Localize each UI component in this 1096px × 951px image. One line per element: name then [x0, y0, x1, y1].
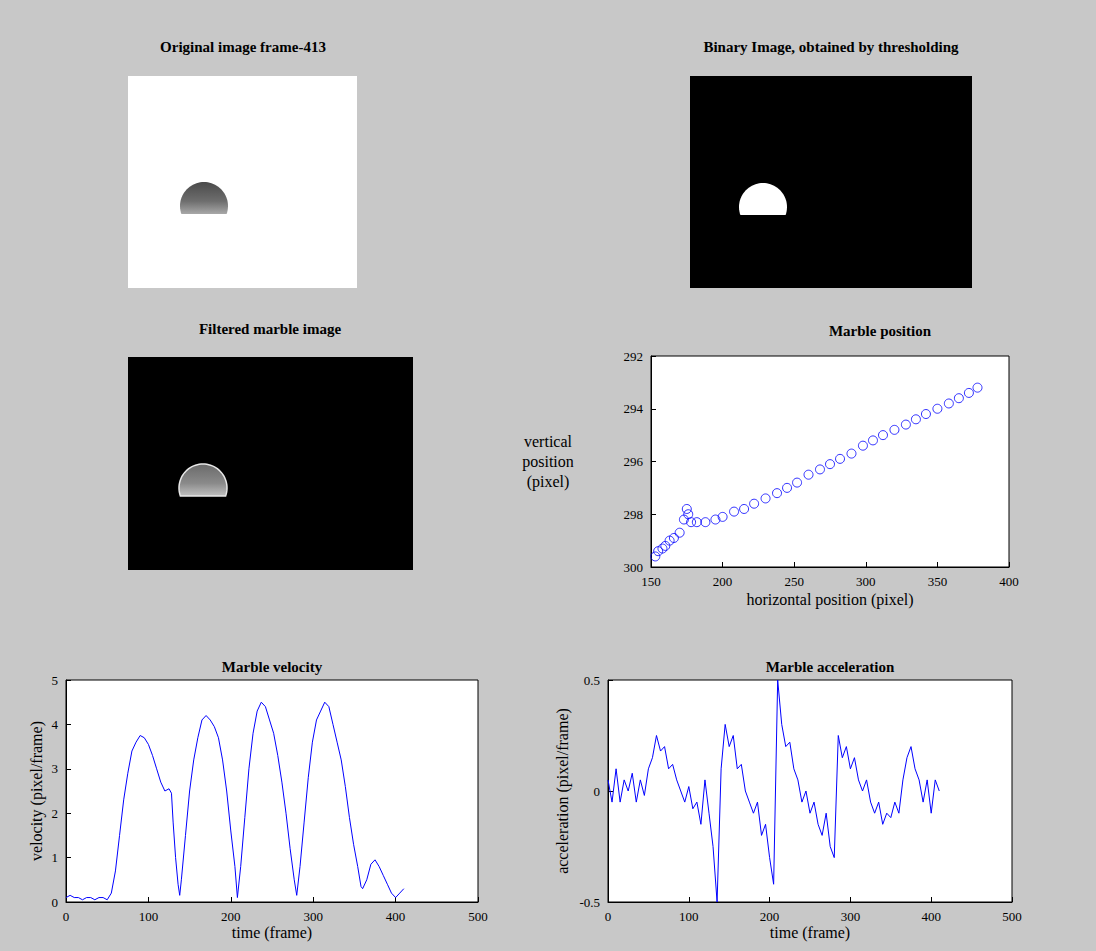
svg-text:0.5: 0.5 — [584, 673, 600, 688]
svg-text:350: 350 — [928, 574, 948, 589]
svg-text:0: 0 — [594, 784, 601, 799]
svg-text:100: 100 — [679, 909, 699, 924]
svg-text:298: 298 — [624, 507, 644, 522]
svg-text:150: 150 — [641, 574, 661, 589]
svg-text:0: 0 — [52, 895, 59, 910]
svg-text:300: 300 — [841, 909, 861, 924]
svg-text:200: 200 — [221, 909, 241, 924]
svg-text:acceleration (pixel/frame): acceleration (pixel/frame) — [554, 708, 572, 874]
svg-text:300: 300 — [856, 574, 876, 589]
svg-text:velocity (pixel/frame): velocity (pixel/frame) — [28, 721, 46, 861]
svg-text:Marble velocity: Marble velocity — [222, 659, 323, 675]
svg-text:0: 0 — [63, 909, 70, 924]
svg-text:Filtered marble image: Filtered marble image — [199, 321, 342, 337]
svg-text:2: 2 — [52, 806, 59, 821]
svg-text:Marble position: Marble position — [829, 323, 932, 339]
svg-text:0: 0 — [605, 909, 612, 924]
svg-text:400: 400 — [999, 574, 1019, 589]
svg-text:3: 3 — [52, 761, 59, 776]
svg-text:4: 4 — [52, 717, 59, 732]
svg-text:300: 300 — [303, 909, 323, 924]
svg-text:vertical: vertical — [524, 433, 573, 450]
svg-text:400: 400 — [386, 909, 406, 924]
svg-text:500: 500 — [468, 909, 488, 924]
svg-text:294: 294 — [624, 401, 644, 416]
svg-text:200: 200 — [760, 909, 780, 924]
svg-text:(pixel): (pixel) — [527, 473, 570, 491]
svg-text:horizontal position (pixel): horizontal position (pixel) — [746, 591, 913, 609]
svg-text:250: 250 — [784, 574, 804, 589]
svg-text:position: position — [522, 453, 574, 471]
svg-text:5: 5 — [52, 673, 59, 688]
svg-text:100: 100 — [139, 909, 159, 924]
svg-text:200: 200 — [713, 574, 733, 589]
svg-text:time (frame): time (frame) — [232, 924, 312, 942]
svg-text:400: 400 — [921, 909, 941, 924]
svg-text:Binary Image, obtained by thre: Binary Image, obtained by thresholding — [703, 39, 959, 55]
svg-text:300: 300 — [624, 560, 644, 575]
svg-text:Marble acceleration: Marble acceleration — [766, 659, 895, 675]
svg-text:Original image frame-413: Original image frame-413 — [160, 39, 326, 55]
svg-text:292: 292 — [624, 349, 644, 364]
svg-text:500: 500 — [1002, 909, 1022, 924]
svg-text:time (frame): time (frame) — [770, 924, 850, 942]
svg-text:296: 296 — [624, 454, 644, 469]
svg-text:1: 1 — [52, 850, 59, 865]
svg-text:-0.5: -0.5 — [579, 895, 600, 910]
